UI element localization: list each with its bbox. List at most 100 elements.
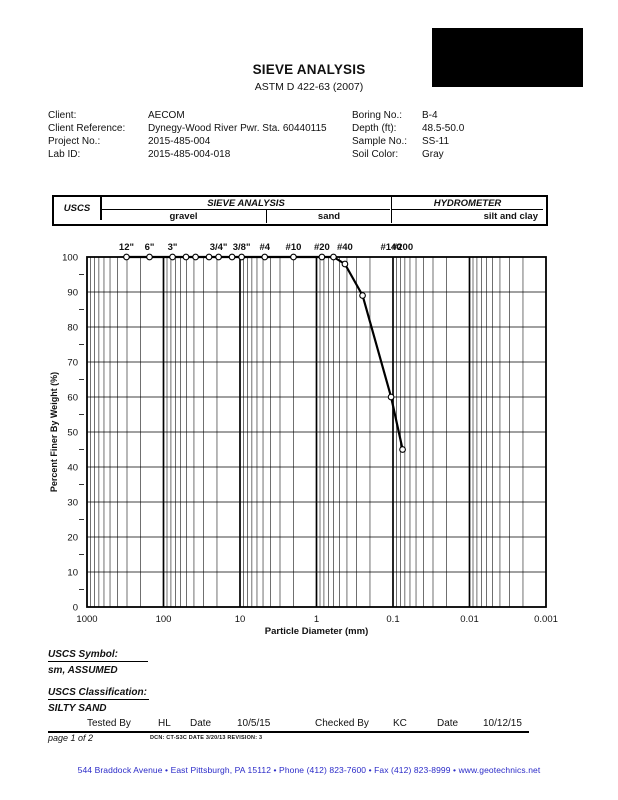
data-point-marker	[192, 253, 199, 261]
sieve-size-label: #140	[380, 242, 401, 253]
sieve-size-label: 3/8"	[233, 242, 251, 253]
page-number: page 1 of 2	[48, 733, 94, 743]
data-point-marker	[228, 253, 236, 261]
data-point-marker	[387, 393, 395, 401]
x-tick-label: 100	[156, 614, 172, 625]
sieve-size-label: 3/4"	[210, 242, 228, 253]
client-reference-label: Client Reference:	[48, 123, 126, 134]
data-point-marker	[238, 253, 245, 261]
uscs-symbol-heading: USCS Symbol:	[48, 649, 148, 662]
depth-label: Depth (ft):	[352, 123, 397, 134]
sieve-size-label: #10	[286, 242, 302, 253]
sieve-size-label: #40	[337, 242, 353, 253]
x-tick-label: 0.001	[534, 614, 558, 625]
boring-no-label: Boring No.:	[352, 110, 403, 121]
client-value: AECOM	[148, 110, 185, 121]
redacted-logo-box	[432, 28, 583, 87]
data-point-marker	[318, 253, 326, 261]
page-title: SIEVE ANALYSIS	[252, 62, 366, 77]
dcn-note: DCN: CT-S3C DATE 3/20/13 REVISION: 3	[150, 735, 263, 741]
sieve-size-label: #4	[259, 242, 270, 253]
info-row: Soil Color: Gray	[352, 148, 572, 161]
x-tick-label: 0.1	[386, 614, 399, 625]
y-tick-label: 50	[67, 428, 78, 439]
sieve-size-label: #200	[392, 242, 413, 253]
depth-value: 48.5-50.0	[422, 123, 465, 134]
footer-address: 544 Braddock Avenue • East Pittsburgh, P…	[77, 765, 541, 775]
data-point-marker	[261, 253, 269, 261]
y-tick-label: 70	[67, 358, 78, 369]
classification-table: USCS SIEVE ANALYSIS HYDROMETER gravel sa…	[52, 195, 548, 226]
sieve-size-label: #20	[314, 242, 330, 253]
uscs-classification-value: SILTY SAND	[48, 703, 107, 714]
info-row: Client: AECOM	[48, 109, 348, 122]
uscs-classification-section: USCS Classification: SILTY SAND	[48, 682, 149, 714]
y-tick-label: 90	[67, 288, 78, 299]
y-axis-title: Percent Finer By Weight (%)	[49, 372, 59, 492]
data-point-marker	[341, 260, 349, 268]
y-tick-label: 100	[62, 253, 78, 264]
date-checked-value: 10/12/15	[483, 718, 522, 729]
silt-and-clay-column-header: silt and clay	[391, 210, 543, 223]
sand-column-header: sand	[266, 210, 391, 223]
y-tick-label: 60	[67, 393, 78, 404]
lab-id-value: 2015-485-004-018	[148, 149, 231, 160]
info-row: Boring No.: B-4	[352, 109, 572, 122]
y-tick-label: 40	[67, 463, 78, 474]
soil-color-label: Soil Color:	[352, 149, 399, 160]
info-block-right: Boring No.: B-4 Depth (ft): 48.5-50.0 Samp…	[352, 109, 572, 161]
data-point-marker	[146, 253, 153, 261]
sieve-size-label: 12"	[119, 242, 134, 253]
data-point-marker	[169, 253, 176, 261]
sieve-size-label: 6"	[145, 242, 155, 253]
data-point-marker	[123, 253, 130, 261]
info-row: Client Reference: Dynegy-Wood River Pwr. …	[48, 122, 348, 135]
checked-by-value: KC	[393, 718, 407, 729]
y-tick-label: 0	[73, 603, 78, 614]
boring-no-value: B-4	[422, 110, 438, 121]
y-tick-label: 10	[67, 568, 78, 579]
info-row: Lab ID: 2015-485-004-018	[48, 148, 348, 161]
data-point-marker	[359, 292, 366, 299]
date-tested-label: Date	[190, 718, 212, 729]
tested-by-label: Tested By	[87, 718, 131, 729]
project-no-label: Project No.:	[48, 136, 101, 147]
gravel-column-header: gravel	[169, 211, 198, 222]
sample-no-label: Sample No.:	[352, 136, 408, 147]
y-tick-label: 80	[67, 323, 78, 334]
hydrometer-group-header: HYDROMETER	[391, 197, 543, 210]
client-label: Client:	[48, 110, 77, 121]
data-point-marker	[399, 446, 406, 453]
x-tick-label: 1000	[76, 614, 97, 625]
client-reference-value: Dynegy-Wood River Pwr. Sta. 60440115	[148, 123, 327, 134]
data-point-marker	[205, 253, 213, 261]
sieve-size-label: 3"	[168, 242, 178, 253]
data-point-marker	[215, 253, 222, 261]
info-row: Depth (ft): 48.5-50.0	[352, 122, 572, 135]
data-point-marker	[330, 253, 337, 261]
checked-by-label: Checked By	[315, 718, 369, 729]
tested-by-value: HL	[158, 718, 171, 729]
uscs-corner-cell: USCS	[54, 197, 102, 220]
info-block-left: Client: AECOM Client Reference: Dynegy-Woo…	[48, 109, 348, 161]
x-tick-label: 0.01	[460, 614, 479, 625]
soil-color-value: Gray	[422, 149, 444, 160]
uscs-symbol-section: USCS Symbol: sm, ASSUMED	[48, 644, 148, 676]
info-row: Sample No.: SS-11	[352, 135, 572, 148]
date-checked-label: Date	[437, 718, 459, 729]
lab-id-label: Lab ID:	[48, 149, 81, 160]
sieve-analysis-group-header: SIEVE ANALYSIS	[102, 197, 390, 210]
y-tick-label: 30	[67, 498, 78, 509]
y-tick-label: 20	[67, 533, 78, 544]
page-subtitle: ASTM D 422-63 (2007)	[254, 81, 364, 93]
sample-no-value: SS-11	[422, 136, 450, 147]
grain-size-curve	[126, 255, 404, 450]
uscs-symbol-value: sm, ASSUMED	[48, 665, 118, 676]
date-tested-value: 10/5/15	[237, 718, 271, 729]
project-no-value: 2015-485-004	[148, 136, 211, 147]
uscs-classification-heading: USCS Classification:	[48, 687, 149, 700]
x-tick-label: 10	[235, 614, 246, 625]
data-point-marker	[290, 253, 297, 261]
